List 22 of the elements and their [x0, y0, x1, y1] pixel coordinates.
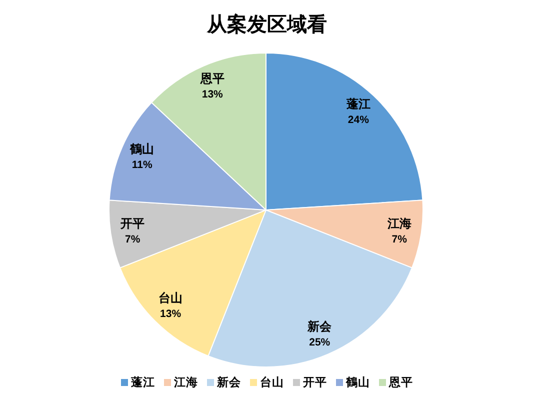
category-label: 江海 — [387, 216, 412, 231]
legend-label: 江海 — [174, 377, 198, 389]
value-label: 7% — [392, 234, 407, 246]
value-label: 13% — [202, 88, 223, 101]
legend-label: 蓬江 — [131, 377, 155, 389]
value-label: 7% — [125, 234, 140, 246]
category-label: 新会 — [308, 319, 332, 334]
legend-label: 台山 — [260, 377, 284, 389]
value-label: 11% — [132, 158, 152, 171]
value-label: 24% — [348, 114, 369, 126]
legend-label: 新会 — [217, 377, 241, 389]
category-label: 蓬江 — [346, 97, 370, 112]
legend-label: 鶴山 — [346, 377, 370, 389]
title: 从案发区域看 — [207, 14, 327, 36]
value-label: 25% — [309, 336, 330, 348]
value-label: 13% — [160, 308, 182, 320]
category-label: 台山 — [158, 290, 183, 305]
legend-label: 恩平 — [389, 377, 413, 389]
category-label: 恩平 — [200, 72, 224, 86]
category-label: 鶴山 — [130, 142, 154, 156]
category-label: 开平 — [120, 216, 145, 231]
legend-label: 开平 — [303, 377, 327, 389]
